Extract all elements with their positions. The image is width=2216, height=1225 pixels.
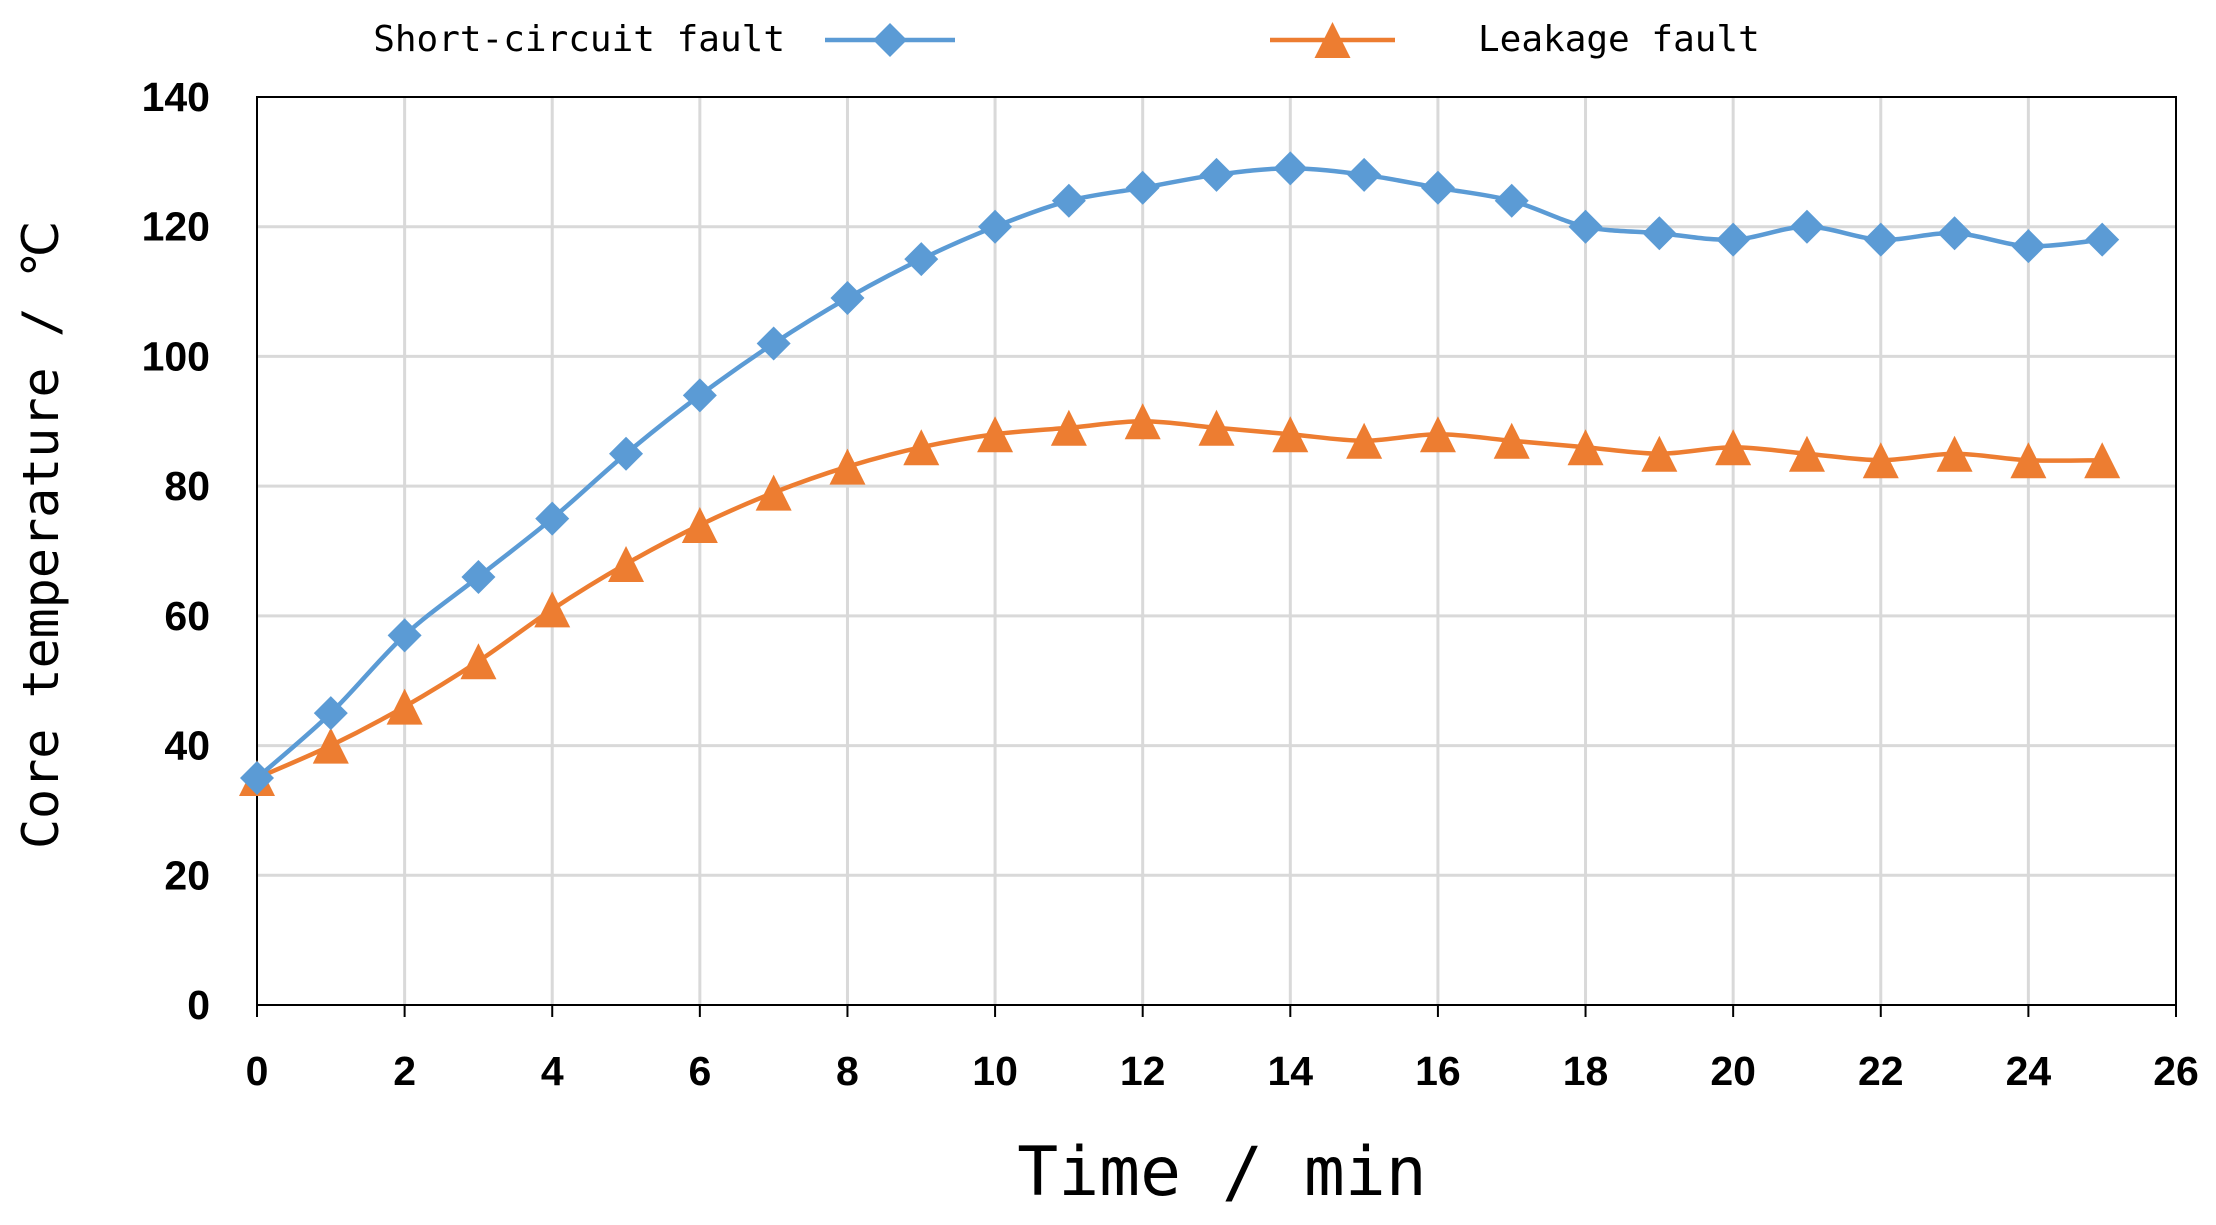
data-point [387, 618, 422, 653]
series-line [255, 166, 2103, 780]
data-point [978, 209, 1013, 244]
data-point [830, 281, 865, 316]
data-point [756, 326, 791, 361]
grid [257, 97, 2176, 1005]
data-point [1789, 209, 1824, 244]
data-point [535, 501, 570, 536]
data-point [312, 727, 349, 764]
legend-item-leakage: Leakage fault [1270, 19, 1760, 60]
data-point [609, 436, 644, 471]
data-point [1863, 222, 1898, 257]
data-point [1715, 429, 1752, 466]
data-point [1124, 403, 1161, 440]
series-leakage [239, 403, 2121, 796]
data-point [2084, 442, 2121, 479]
data-point [240, 761, 274, 795]
y-tick-label: 100 [142, 333, 210, 379]
data-point [1494, 183, 1529, 218]
data-point [1716, 222, 1751, 257]
data-point [1641, 435, 1678, 472]
data-point [1936, 435, 1973, 472]
data-point [460, 643, 497, 680]
y-tick-label: 80 [164, 463, 210, 509]
data-point [1937, 216, 1972, 251]
series-short-circuit [240, 151, 2120, 795]
data-point [1862, 442, 1899, 479]
legend-triangle-marker [1314, 22, 1351, 58]
data-point [755, 474, 792, 511]
data-point [977, 416, 1014, 453]
data-point [2085, 222, 2120, 257]
data-point [1493, 422, 1530, 459]
data-point [1272, 416, 1309, 453]
x-tick-label: 10 [972, 1048, 1018, 1094]
y-tick-label: 0 [187, 982, 210, 1028]
data-point [1199, 157, 1234, 192]
x-tick-label: 22 [1858, 1048, 1904, 1094]
data-point [1419, 416, 1456, 453]
x-tick-label: 20 [1710, 1048, 1756, 1094]
data-point [1273, 151, 1308, 186]
data-point [1642, 216, 1677, 251]
data-point [534, 591, 571, 628]
data-point [682, 378, 717, 413]
y-tick-label: 60 [164, 593, 210, 639]
data-point [829, 448, 866, 485]
data-point [1198, 409, 1235, 446]
data-point [681, 507, 718, 544]
x-tick-label: 16 [1415, 1048, 1461, 1094]
legend-diamond-marker [873, 23, 907, 57]
data-point [1050, 409, 1087, 446]
series-layer [239, 151, 2121, 796]
x-tick-label: 26 [2153, 1048, 2199, 1094]
data-point [1788, 435, 1825, 472]
x-tick-label: 18 [1563, 1048, 1609, 1094]
data-point [1125, 170, 1160, 205]
x-tick-label: 14 [1268, 1048, 1314, 1094]
legend-item-short-circuit: Short-circuit fault [373, 19, 955, 60]
data-point [1347, 157, 1382, 192]
y-tick-label: 20 [164, 852, 210, 898]
legend: Short-circuit fault Leakage fault [373, 19, 1760, 60]
data-point [2011, 229, 2046, 264]
x-tick-label: 24 [2006, 1048, 2052, 1094]
series-line [256, 419, 2103, 781]
plot-frame [256, 96, 2177, 1006]
data-point [1346, 422, 1383, 459]
x-tick-label: 6 [688, 1048, 711, 1094]
legend-label: Leakage fault [1478, 19, 1760, 60]
data-point [1568, 209, 1603, 244]
x-tick-label: 0 [246, 1048, 269, 1094]
y-tick-label: 120 [142, 204, 210, 250]
data-point [1420, 170, 1455, 205]
data-point [386, 688, 423, 725]
data-point [903, 429, 940, 466]
x-axis-label: Time / min [1017, 1133, 1426, 1212]
data-point [461, 559, 496, 594]
data-point [1051, 183, 1086, 218]
x-tick-label: 4 [541, 1048, 564, 1094]
y-axis-label: Core temperature / ℃ [12, 221, 70, 849]
data-point [1567, 429, 1604, 466]
legend-label: Short-circuit fault [373, 19, 785, 60]
data-point [904, 242, 939, 277]
y-tick-label: 40 [164, 723, 210, 769]
x-tick-label: 12 [1120, 1048, 1166, 1094]
data-point [313, 696, 348, 731]
data-point [608, 545, 645, 582]
y-tick-label: 140 [142, 74, 210, 120]
data-point [2010, 442, 2047, 479]
x-tick-label: 8 [836, 1048, 859, 1094]
x-tick-label: 2 [393, 1048, 416, 1094]
